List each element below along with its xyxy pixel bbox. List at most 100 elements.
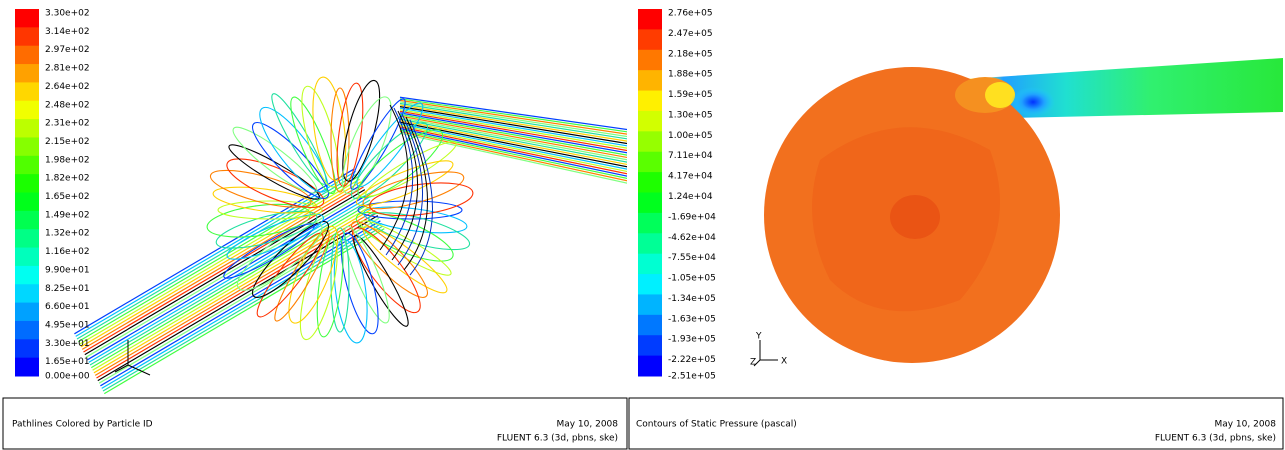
legend-swatch <box>15 27 39 46</box>
legend-swatch <box>15 9 39 28</box>
legend-label: 1.24e+04 <box>668 192 713 202</box>
legend-label: 2.48e+02 <box>45 100 90 110</box>
legend-swatch <box>638 29 662 50</box>
legend-swatch <box>15 358 39 377</box>
legend-label: 4.95e+01 <box>45 320 90 330</box>
legend-swatch <box>15 82 39 101</box>
pathline <box>91 203 371 368</box>
legend-swatch <box>638 50 662 71</box>
legend-label: 4.17e+04 <box>668 172 713 182</box>
legend-swatch <box>638 111 662 132</box>
legend-label: 1.49e+02 <box>45 210 90 220</box>
legend-label: 1.16e+02 <box>45 247 90 257</box>
legend-label: 2.31e+02 <box>45 119 90 129</box>
legend-label: -4.62e+04 <box>668 233 716 243</box>
legend-swatch <box>15 303 39 322</box>
axis-label: Z <box>750 358 756 368</box>
legend-label: -1.69e+04 <box>668 212 716 222</box>
legend-swatch <box>638 9 662 30</box>
legend-swatch <box>15 64 39 83</box>
date: May 10, 2008 <box>556 420 618 430</box>
legend-swatch <box>638 172 662 193</box>
legend-label: 7.11e+04 <box>668 151 713 161</box>
legend-swatch <box>638 356 662 377</box>
legend-label: 6.60e+01 <box>45 302 90 312</box>
legend-swatch <box>15 119 39 138</box>
legend-label: 1.30e+05 <box>668 110 713 120</box>
legend-label: 1.65e+02 <box>45 192 90 202</box>
legend-label: 2.81e+02 <box>45 64 90 74</box>
legend-label: 2.47e+05 <box>668 29 713 39</box>
legend-label: 2.15e+02 <box>45 137 90 147</box>
legend-label: 2.64e+02 <box>45 82 90 92</box>
legend-swatch <box>15 193 39 212</box>
legend-label: 1.88e+05 <box>668 70 713 80</box>
caption: Pathlines Colored by Particle ID <box>12 420 153 430</box>
legend-swatch <box>638 335 662 356</box>
legend-label: -2.51e+05 <box>668 372 716 382</box>
legend-swatch <box>15 321 39 340</box>
legend-label: -1.34e+05 <box>668 294 716 304</box>
legend-swatch <box>15 229 39 248</box>
legend-label: 2.97e+02 <box>45 45 90 55</box>
legend-label: -1.63e+05 <box>668 314 716 324</box>
legend-label: 8.25e+01 <box>45 284 90 294</box>
legend-swatch <box>638 315 662 336</box>
axis-triad <box>754 340 778 366</box>
legend-label: 1.59e+05 <box>668 90 713 100</box>
legend-swatch <box>15 174 39 193</box>
caption: Contours of Static Pressure (pascal) <box>636 420 797 430</box>
legend-swatch <box>638 91 662 112</box>
contour-core <box>890 195 940 239</box>
legend-swatch <box>15 248 39 267</box>
legend-label: 1.00e+05 <box>668 131 713 141</box>
legend-label: 1.65e+01 <box>45 357 90 367</box>
legend-label: 1.32e+02 <box>45 229 90 239</box>
legend-label: 1.98e+02 <box>45 155 90 165</box>
legend-swatch <box>638 254 662 275</box>
pathline <box>87 195 367 360</box>
legend-label: -1.05e+05 <box>668 274 716 284</box>
legend-swatch <box>15 284 39 303</box>
pathline-view <box>74 75 630 393</box>
screen: Pathlines Colored by Particle ID May 10,… <box>0 0 1285 450</box>
legend-swatch <box>15 46 39 65</box>
legend-label: 0.00e+00 <box>45 372 90 382</box>
legend-swatch <box>638 213 662 234</box>
legend-label: 1.82e+02 <box>45 174 90 184</box>
legend-swatch <box>15 156 39 175</box>
legend-swatch <box>638 274 662 295</box>
pathline <box>380 105 408 250</box>
legend-label: 3.30e+02 <box>45 9 90 19</box>
legend-label: -1.93e+05 <box>668 335 716 345</box>
pathline <box>368 178 475 221</box>
version: FLUENT 6.3 (3d, pbns, ske) <box>1155 434 1276 444</box>
version: FLUENT 6.3 (3d, pbns, ske) <box>497 434 618 444</box>
contour-view <box>754 58 1283 366</box>
legend-swatch <box>15 137 39 156</box>
legend-swatch <box>15 211 39 230</box>
legend-label: 3.14e+02 <box>45 27 90 37</box>
low-pressure-spot <box>1011 87 1055 117</box>
legend-label: 9.90e+01 <box>45 265 90 275</box>
legend-swatch <box>638 294 662 315</box>
legend-label: 2.76e+05 <box>668 9 713 19</box>
contour-band <box>985 82 1015 108</box>
pathline <box>400 114 630 155</box>
axis-label: X <box>781 357 787 367</box>
date: May 10, 2008 <box>1214 420 1276 430</box>
legend-label: -7.55e+04 <box>668 253 716 263</box>
legend-label: -2.22e+05 <box>668 355 716 365</box>
pathline <box>86 192 366 357</box>
legend-swatch <box>638 233 662 254</box>
legend-swatch <box>638 193 662 214</box>
legend-swatch <box>638 152 662 173</box>
legend-label: 3.30e+01 <box>45 339 90 349</box>
legend-label: 2.18e+05 <box>668 49 713 59</box>
legend-swatch <box>15 339 39 358</box>
legend-swatch <box>15 266 39 285</box>
legend-swatch <box>638 131 662 152</box>
legend-swatch <box>638 70 662 91</box>
axis-label: Y <box>755 332 762 342</box>
legend-swatch <box>15 101 39 120</box>
